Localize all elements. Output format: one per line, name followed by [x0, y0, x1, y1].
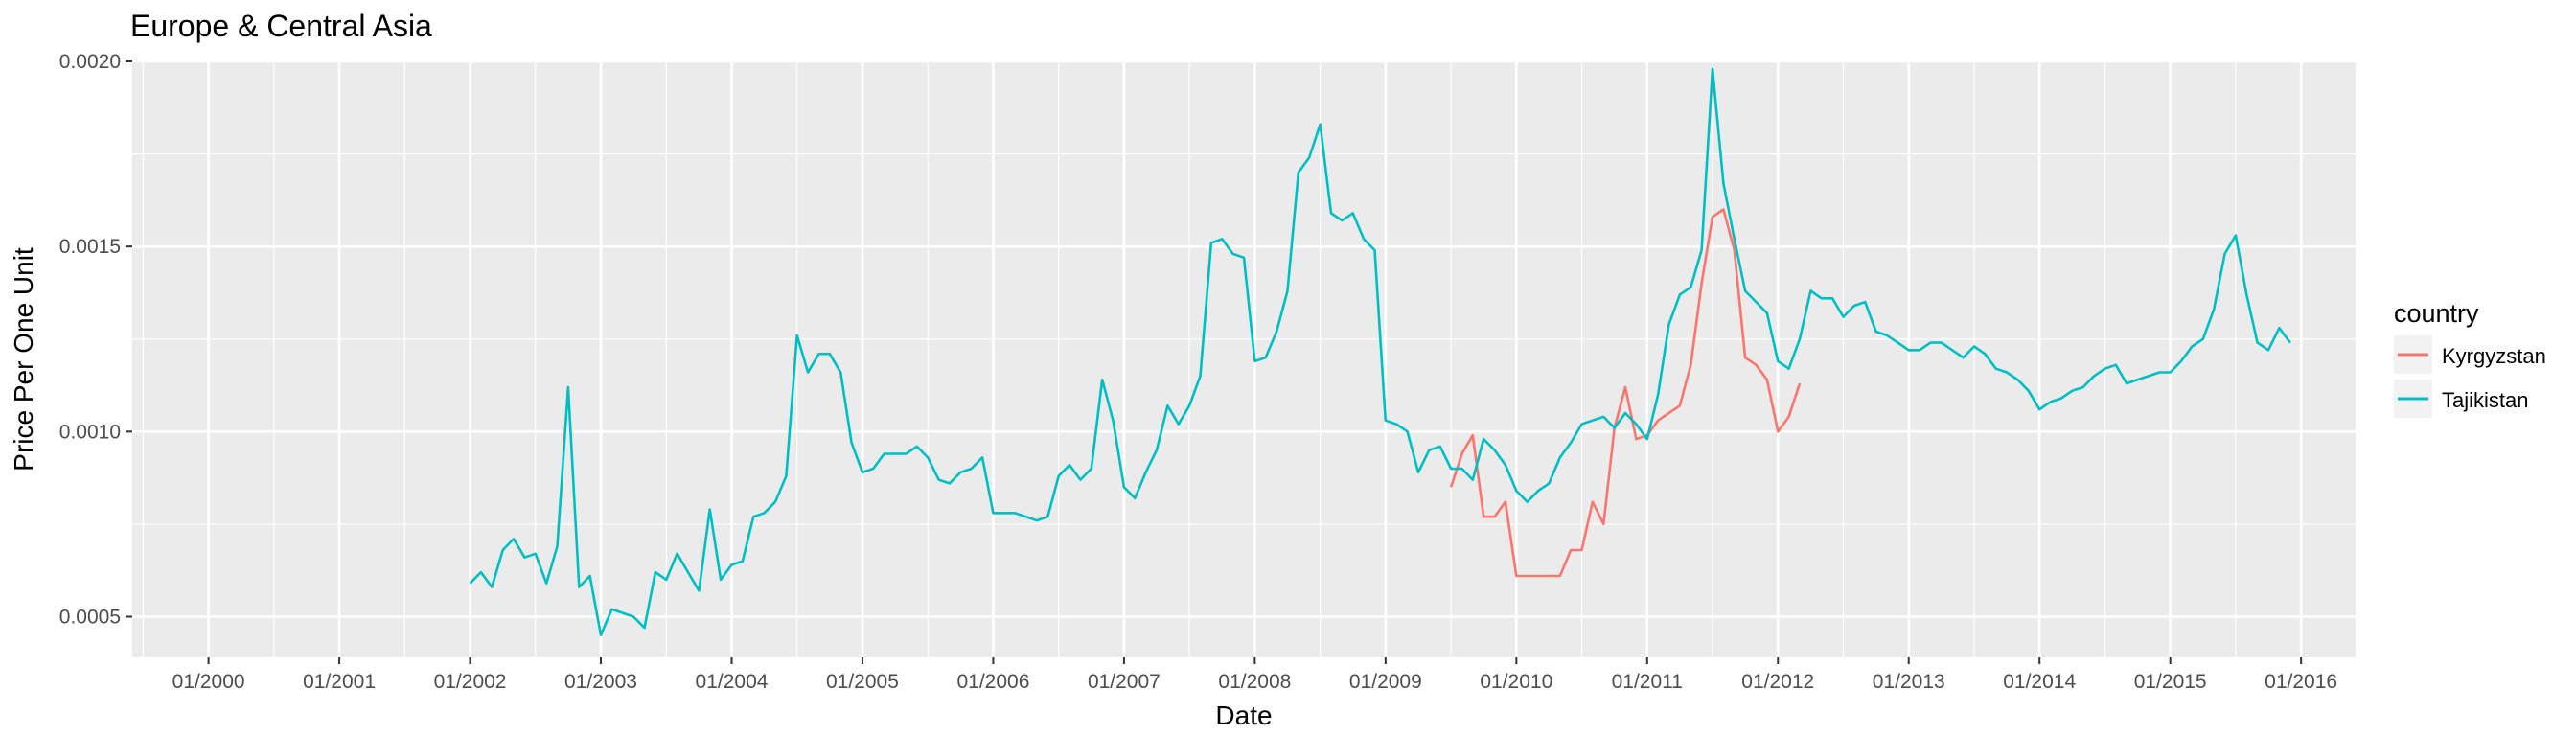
x-tick-label: 01/2006	[956, 671, 1029, 693]
plot-panel	[132, 61, 2356, 657]
x-tick-label: 01/2004	[696, 671, 769, 693]
x-tick-label: 01/2003	[564, 671, 637, 693]
y-tick-label: 0.0015	[59, 236, 121, 258]
x-tick-label: 01/2005	[826, 671, 899, 693]
x-axis-title: Date	[1215, 701, 1272, 730]
y-axis: 0.0005 0.0010 0.0015 0.0020	[59, 51, 132, 629]
y-tick-label: 0.0010	[59, 421, 121, 443]
y-tick-label: 0.0005	[59, 607, 121, 629]
x-tick-label: 01/2002	[434, 671, 507, 693]
x-tick-label: 01/2016	[2265, 671, 2337, 693]
x-tick-label: 01/2007	[1088, 671, 1161, 693]
chart-title: Europe & Central Asia	[130, 9, 432, 43]
series-line-kyrgyzstan	[1449, 208, 1802, 578]
x-tick-label: 01/2014	[2003, 671, 2076, 693]
x-tick-label: 01/2015	[2134, 671, 2207, 693]
x-axis: 01/2000 01/2001 01/2002 01/2003 01/2004 01/20…	[172, 657, 2337, 693]
y-tick-label: 0.0020	[59, 51, 121, 73]
grid-minor	[132, 61, 2356, 657]
x-tick-label: 01/2008	[1218, 671, 1291, 693]
x-tick-label: 01/2012	[1741, 671, 1814, 693]
x-tick-label: 01/2001	[303, 671, 376, 693]
x-tick-label: 01/2000	[172, 671, 245, 693]
legend-label-kyrgyzstan: Kyrgyzstan	[2442, 344, 2546, 368]
legend-label-tajikistan: Tajikistan	[2442, 388, 2528, 412]
x-tick-label: 01/2009	[1349, 671, 1422, 693]
y-axis-title: Price Per One Unit	[9, 247, 38, 472]
grid-major	[132, 59, 2356, 657]
legend-title: country	[2394, 299, 2479, 328]
series-lines	[469, 67, 2291, 637]
x-tick-label: 01/2010	[1480, 671, 1552, 693]
x-tick-label: 01/2011	[1612, 671, 1683, 693]
x-tick-label: 01/2013	[1873, 671, 1945, 693]
legend: country Kyrgyzstan Tajikistan	[2394, 299, 2546, 418]
series-line-tajikistan	[469, 67, 2291, 637]
